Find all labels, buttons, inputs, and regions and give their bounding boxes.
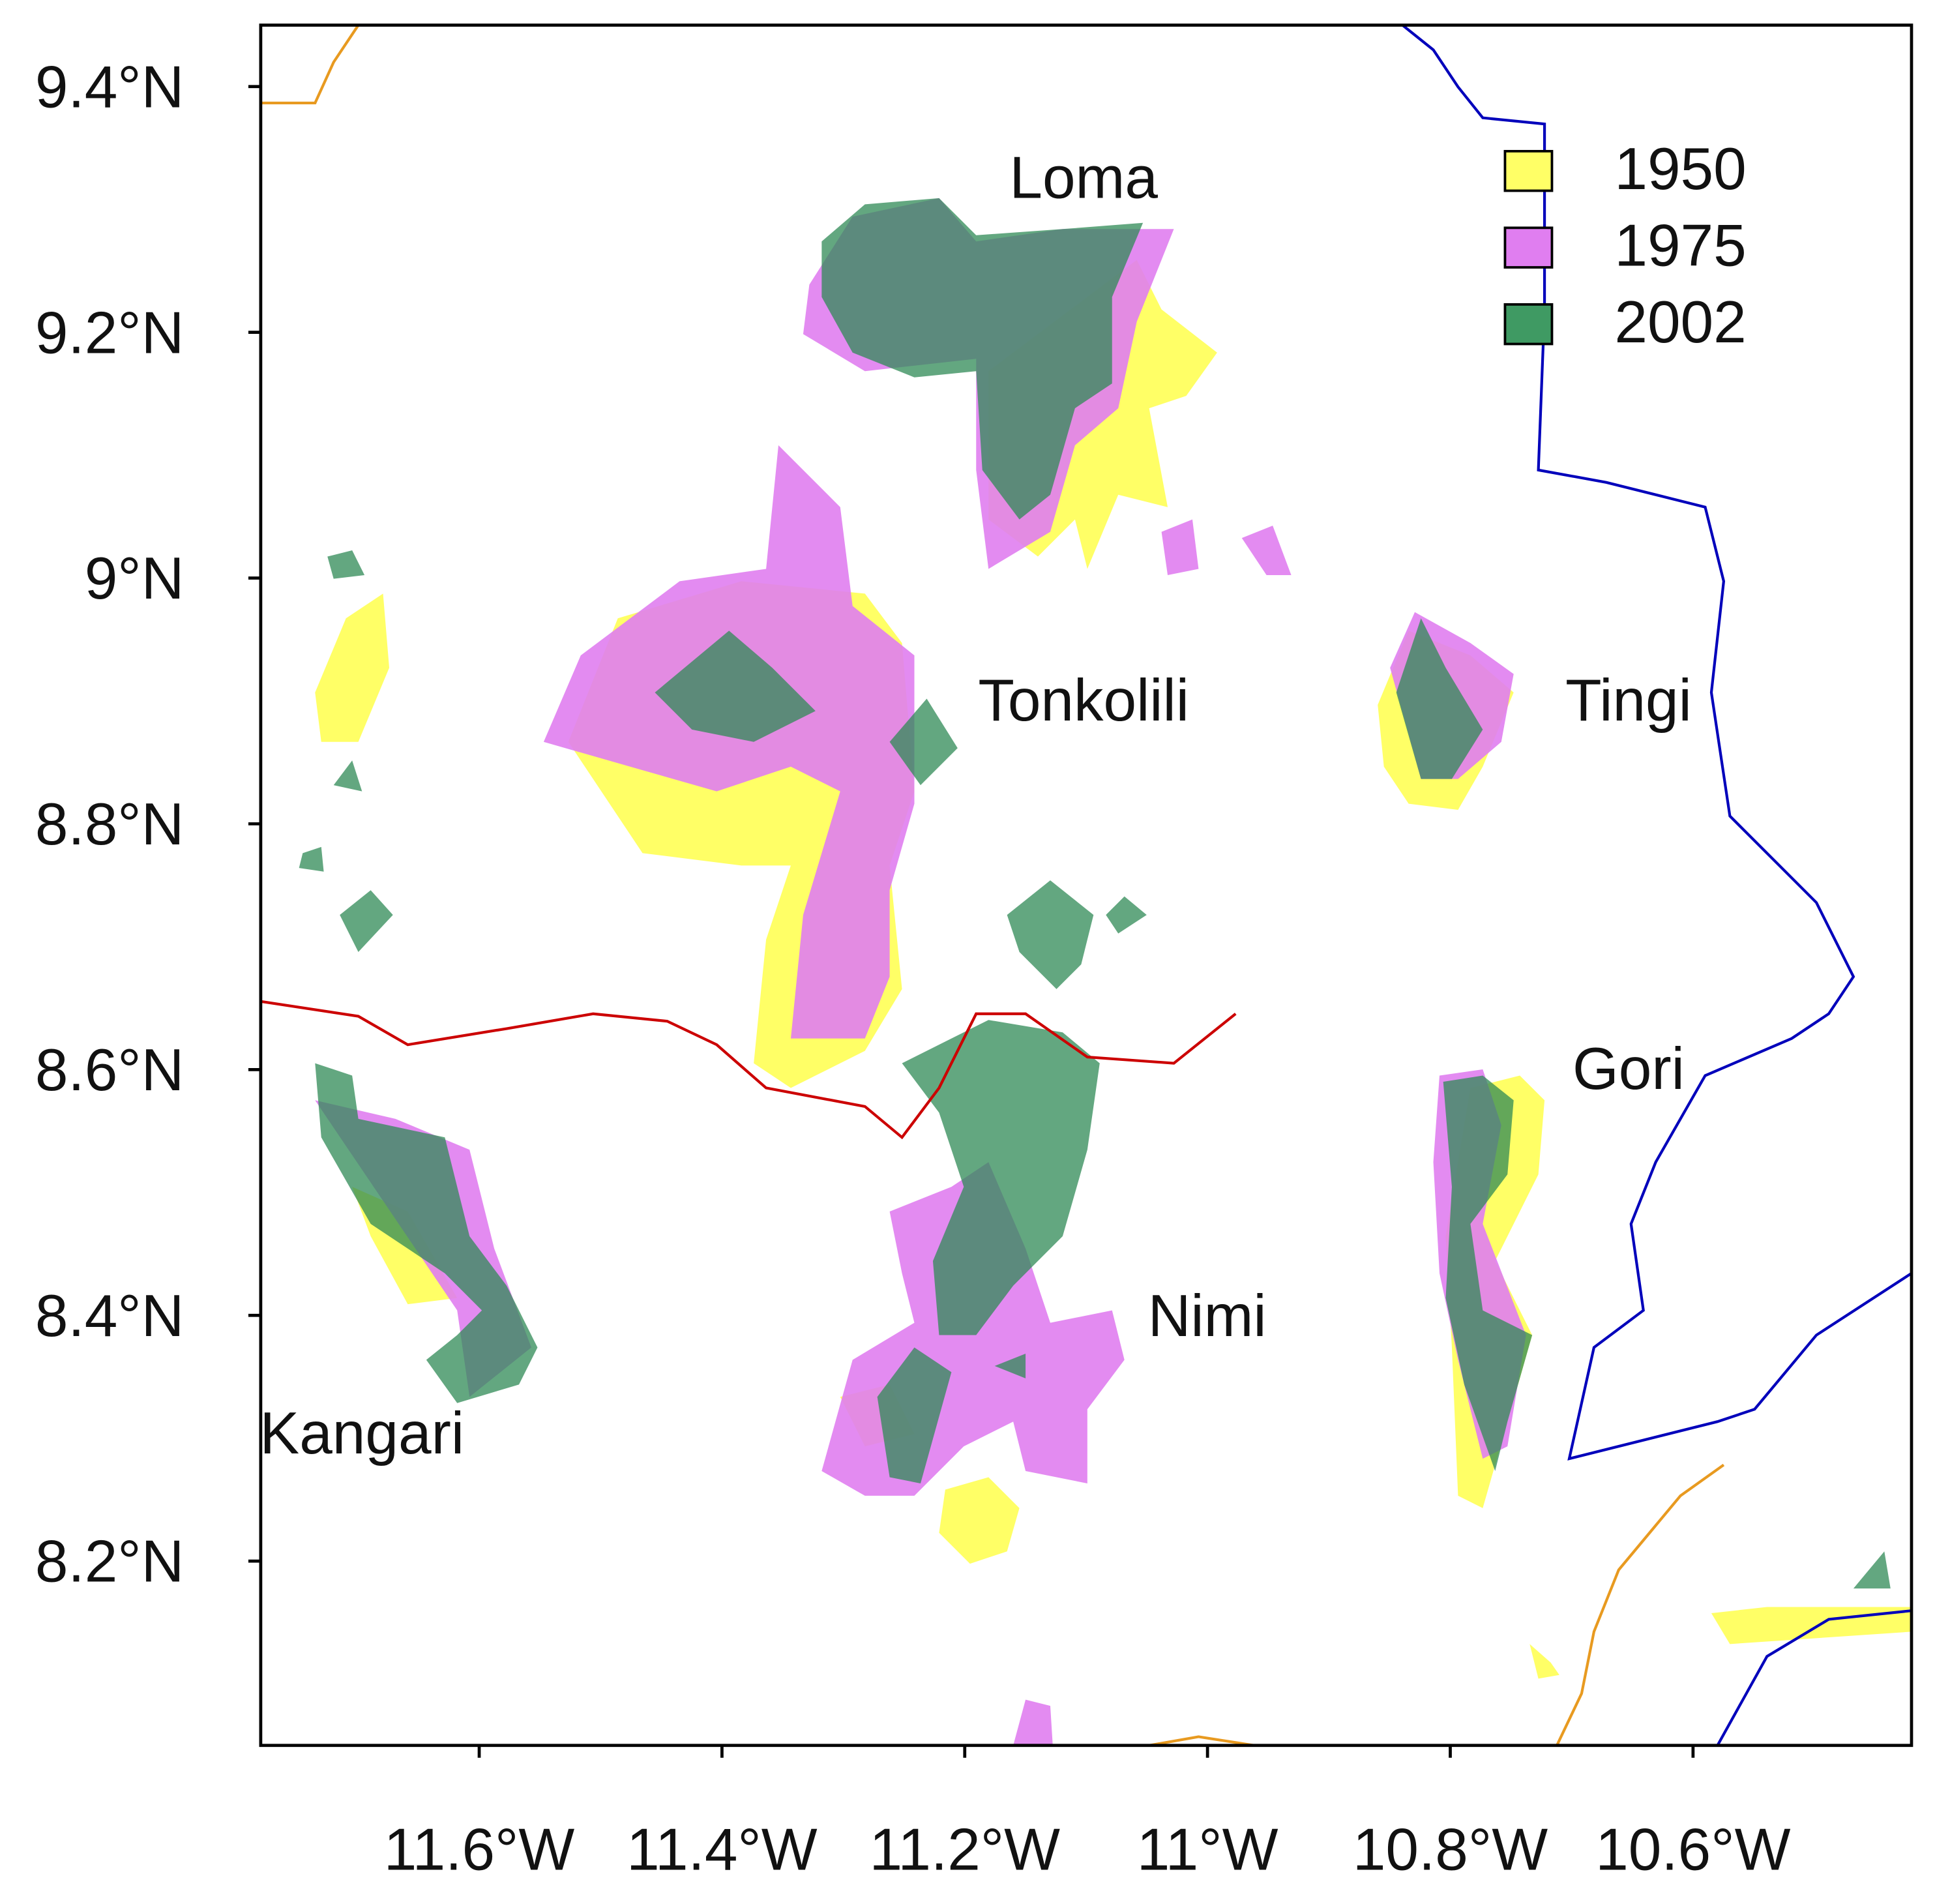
- road: [1556, 1463, 1725, 1746]
- area-2002: [1853, 1551, 1891, 1589]
- area-2002: [1106, 896, 1147, 934]
- area-2002: [1007, 880, 1094, 989]
- river: [1716, 1609, 1912, 1746]
- area-1950: [315, 593, 390, 742]
- area-2002: [315, 1063, 538, 1403]
- legend-label: 2002: [1614, 290, 1746, 355]
- region-label: Gori: [1573, 1036, 1685, 1102]
- x-tick-label: 11°W: [1137, 1817, 1278, 1883]
- area-2002: [821, 198, 1144, 520]
- area-1975: [1161, 519, 1199, 575]
- area-2002: [327, 550, 365, 579]
- boundary: [260, 1000, 1237, 1140]
- area-2002: [994, 1353, 1026, 1378]
- legend-label: 1950: [1614, 136, 1746, 202]
- area-1975: [1241, 526, 1292, 575]
- region-label: Loma: [1009, 145, 1158, 211]
- legend-swatch: [1503, 303, 1554, 346]
- plot-frame: [259, 23, 1913, 1748]
- region-labels: Loma Tonkolili Tingi Gori Nimi Kangari: [260, 145, 1692, 1466]
- area-2002: [655, 631, 816, 742]
- legend-swatch: [1503, 149, 1554, 192]
- region-label: Nimi: [1148, 1283, 1267, 1349]
- area-1950: [939, 1477, 1020, 1564]
- area-2002: [877, 1347, 952, 1483]
- area-2002: [902, 1020, 1100, 1335]
- road: [1149, 1735, 1255, 1747]
- area-2002: [340, 890, 393, 952]
- area-2002: [889, 698, 958, 786]
- axes: 9.4°N 9.2°N 9°N 8.8°N 8.6°N 8.4°N 8.2°N 11.6°W 1…: [35, 54, 1791, 1882]
- area-2002: [1443, 1075, 1533, 1472]
- x-tick-label: 10.6°W: [1595, 1817, 1790, 1883]
- area-1975: [543, 445, 915, 1039]
- x-tick-label: 11.4°W: [627, 1817, 818, 1883]
- legend-swatch: [1503, 226, 1554, 269]
- y-tick-label: 8.8°N: [35, 792, 185, 857]
- area-1975: [1013, 1699, 1053, 1746]
- legend: 1950 1975 2002: [1503, 136, 1747, 355]
- y-tick-label: 9.2°N: [35, 300, 185, 366]
- y-tick-label: 8.2°N: [35, 1529, 185, 1595]
- x-tick-label: 10.8°W: [1353, 1817, 1548, 1883]
- y-tick-label: 9.4°N: [35, 54, 185, 120]
- legend-label: 1975: [1614, 213, 1746, 279]
- area-1950: [1529, 1644, 1559, 1679]
- road: [260, 24, 360, 105]
- y-tick-label: 8.6°N: [35, 1037, 185, 1103]
- region-label: Tingi: [1565, 668, 1692, 734]
- shapes: [299, 198, 1912, 1746]
- area-2002: [333, 760, 362, 792]
- area-2002: [1396, 618, 1483, 779]
- y-tick-label: 8.4°N: [35, 1283, 185, 1349]
- x-tick-label: 11.6°W: [384, 1817, 575, 1883]
- x-tick-label: 11.2°W: [869, 1817, 1060, 1883]
- region-label: Kangari: [260, 1401, 465, 1466]
- area-2002: [299, 846, 324, 872]
- region-label: Tonkolili: [978, 668, 1189, 734]
- y-tick-label: 9°N: [85, 546, 185, 612]
